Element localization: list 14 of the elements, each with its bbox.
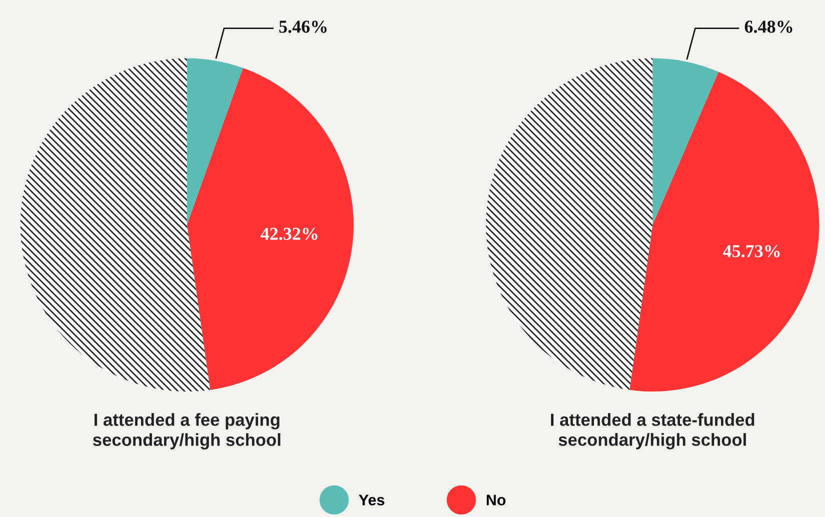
data-label: 6.48%	[744, 20, 792, 33]
pie-slice	[186, 58, 243, 225]
pie-slice	[630, 72, 820, 392]
text: I attended a fee paying secondary/high school	[93, 413, 280, 450]
data-label: 5.46%	[279, 20, 327, 33]
pie-slice	[20, 58, 210, 392]
pie-slice	[186, 68, 354, 390]
text: I attended a state-funded secondary/high school	[551, 413, 754, 450]
data-label: 45.73%	[722, 245, 780, 258]
pie-slice	[652, 58, 719, 225]
legend-label: Yes	[358, 494, 384, 506]
data-label: 42.32%	[260, 228, 318, 240]
legend-label: No	[486, 494, 506, 506]
pie-slice	[486, 58, 653, 390]
